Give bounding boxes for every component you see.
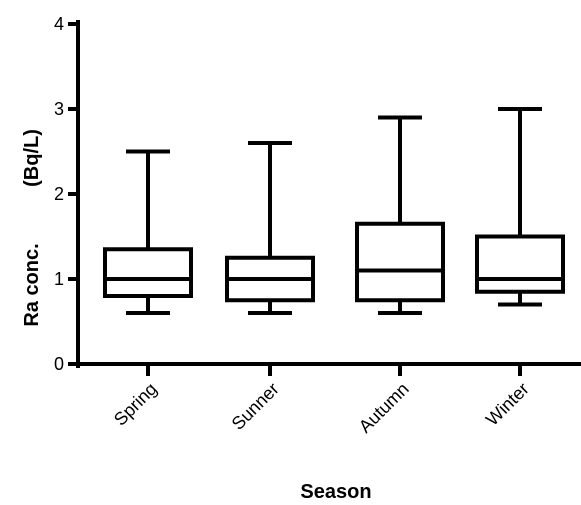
x-tick-label-winter: Winter (482, 379, 533, 430)
x-tick-label-sunner: Sunner (228, 379, 283, 434)
x-tick-label-spring: Spring (110, 379, 161, 430)
iqr-box (355, 221, 445, 303)
iqr-box (103, 247, 193, 298)
labels-group: Ra conc. (Bq/L) Season (21, 129, 372, 503)
box-winter (475, 107, 565, 307)
y-axis-title-right: (Bq/L) (21, 129, 43, 187)
box-autumn (355, 115, 445, 315)
box-spring (103, 149, 193, 315)
y-tick-label: 0 (54, 354, 64, 374)
boxes-group (103, 107, 565, 315)
iqr-box (475, 234, 565, 294)
x-axis-title: Season (300, 481, 371, 503)
y-tick-label: 1 (54, 269, 64, 289)
y-tick-label: 4 (54, 14, 64, 34)
box-sunner (225, 141, 315, 315)
y-tick-label: 3 (54, 99, 64, 119)
x-tick-label-autumn: Autumn (355, 379, 413, 437)
axes-group: 0 1 2 3 4 Spring Sunner Autumn Winter (54, 14, 581, 437)
y-tick-label: 2 (54, 184, 64, 204)
y-axis-title-left: Ra conc. (21, 243, 43, 326)
